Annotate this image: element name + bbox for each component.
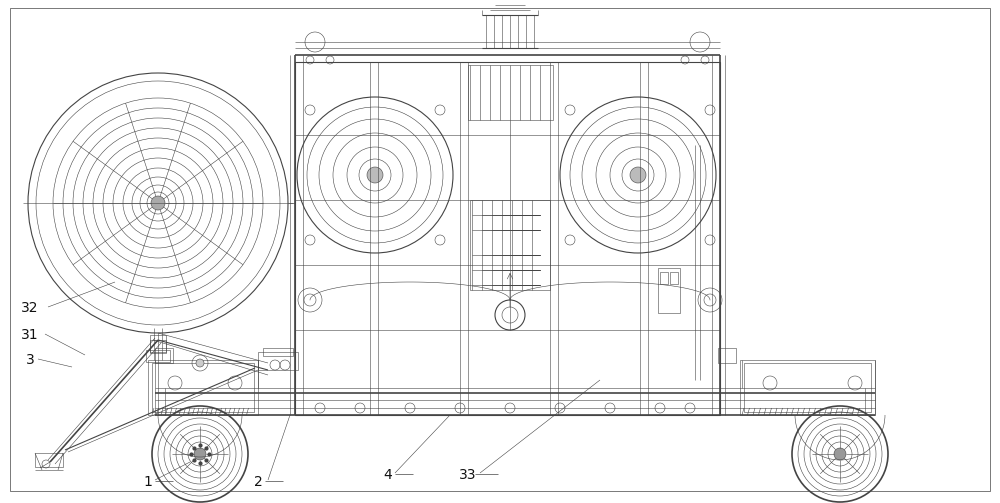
Bar (148, 360, 258, 415)
Bar (35, 453, 63, 467)
Text: 1: 1 (144, 475, 152, 489)
Bar (258, 352, 298, 370)
Text: 32: 32 (21, 301, 39, 315)
Bar (146, 350, 170, 362)
Text: 31: 31 (21, 328, 39, 342)
Bar (470, 200, 550, 290)
Text: 4: 4 (384, 468, 392, 482)
Circle shape (834, 448, 846, 460)
Bar (150, 335, 166, 353)
Text: 2: 2 (254, 475, 262, 489)
Circle shape (196, 359, 204, 367)
Bar (744, 363, 871, 412)
Bar (152, 363, 254, 412)
Circle shape (194, 448, 206, 460)
Bar (155, 348, 173, 363)
Bar (150, 340, 166, 352)
Text: 33: 33 (459, 468, 477, 482)
Text: 3: 3 (26, 353, 34, 367)
Bar (718, 348, 736, 363)
Bar (263, 348, 293, 356)
Bar (740, 360, 875, 415)
Circle shape (151, 196, 165, 210)
Bar (295, 62, 720, 415)
Circle shape (367, 167, 383, 183)
Bar (658, 268, 680, 313)
Bar (468, 65, 553, 120)
Circle shape (630, 167, 646, 183)
Bar (660, 272, 668, 284)
Bar (670, 272, 678, 284)
